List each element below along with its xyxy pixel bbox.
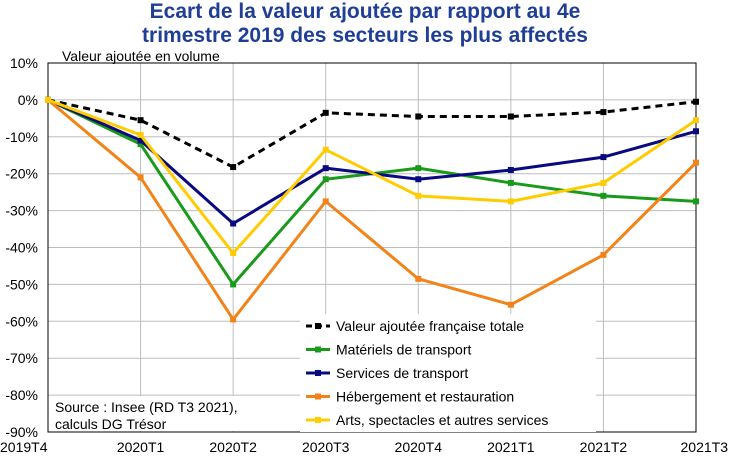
y-tick-label: -20% [5,166,38,182]
data-point [45,96,51,103]
data-point [693,198,699,205]
data-point [693,117,699,124]
series-line [47,98,697,169]
data-point [322,198,329,205]
data-point [415,192,422,199]
y-tick-label: 0% [18,92,38,108]
y-tick-label: -50% [5,276,38,292]
data-point [693,128,699,135]
series-lines [45,96,699,323]
legend-label: Services de transport [336,365,468,381]
data-point [322,109,329,116]
legend: Valeur ajoutée française totale Matériels… [306,318,548,428]
data-point [600,179,607,186]
data-point [322,176,329,183]
data-point [137,137,144,144]
chart-title: Ecart de la valeur ajoutée par rapport a… [0,0,730,48]
legend-marker [315,393,321,400]
y-tick-label: -10% [5,129,38,145]
legend-label: Valeur ajoutée française totale [336,318,524,334]
source-line-1: Source : Insee (RD T3 2021), [55,399,238,415]
legend-label: Matériels de transport [336,342,472,358]
y-tick-label: -80% [5,387,38,403]
data-point [415,176,422,183]
data-point [415,113,422,120]
data-point [600,109,607,116]
data-point [137,141,144,148]
data-point [507,113,514,120]
series-line [47,98,697,226]
source-box [52,396,272,431]
data-point [322,146,329,153]
data-point [507,301,514,308]
y-tick-label: -60% [5,313,38,329]
x-tick-label: 2021T3 [681,439,729,455]
x-axis-ticks: 2019T4 2020T1 2020T2 2020T3 2020T4 2021T1 2021… [0,439,728,455]
legend-box [300,314,596,432]
legend-marker [315,323,321,329]
data-point [600,251,607,258]
source-line-2: calculs DG Trésor [55,416,167,432]
data-point [415,165,422,172]
data-point [507,167,514,174]
legend-label: Hébergement et restauration [336,389,514,405]
data-point [230,316,237,323]
x-tick-label: 2020T1 [117,439,165,455]
data-point [230,281,237,288]
data-point [600,154,607,161]
data-point [693,159,699,166]
y-axis-ticks: 10% 0% -10% -20% -30% -40% -50% -60% -70% -80% -90… [5,55,38,440]
x-tick-label: 2021T2 [580,439,628,455]
data-point [230,220,237,227]
data-point [137,131,144,138]
data-point [415,275,422,282]
legend-marker [315,370,321,376]
legend-marker [315,417,321,423]
x-tick-label: 2021T1 [487,439,535,455]
x-tick-label: 2020T3 [302,439,350,455]
data-point [137,174,144,181]
y-tick-label: -40% [5,240,38,256]
data-point [600,192,607,199]
y-tick-label: -30% [5,203,38,219]
series-line [47,98,697,255]
legend-label: Arts, spectacles et autres services [336,412,548,428]
data-point [230,250,237,257]
data-point [507,198,514,205]
data-point [230,164,237,171]
chart-title-line-2: trimestre 2019 des secteurs les plus aff… [142,24,588,47]
data-point [693,98,699,105]
legend-marker [315,346,321,353]
series-line [47,98,698,321]
y-tick-label: -70% [5,350,38,366]
x-tick-label: 2020T2 [209,439,257,455]
x-tick-label: 2020T4 [395,439,443,455]
x-tick-label: 2019T4 [0,439,48,455]
y-tick-label: -90% [5,424,38,440]
chart-title-line-1: Ecart de la valeur ajoutée par rapport a… [149,0,581,23]
y-axis-label: Valeur ajoutée en volume [62,48,220,64]
data-point [322,165,329,172]
data-point [507,179,514,186]
y-tick-label: 10% [10,55,38,71]
data-point [137,117,144,124]
